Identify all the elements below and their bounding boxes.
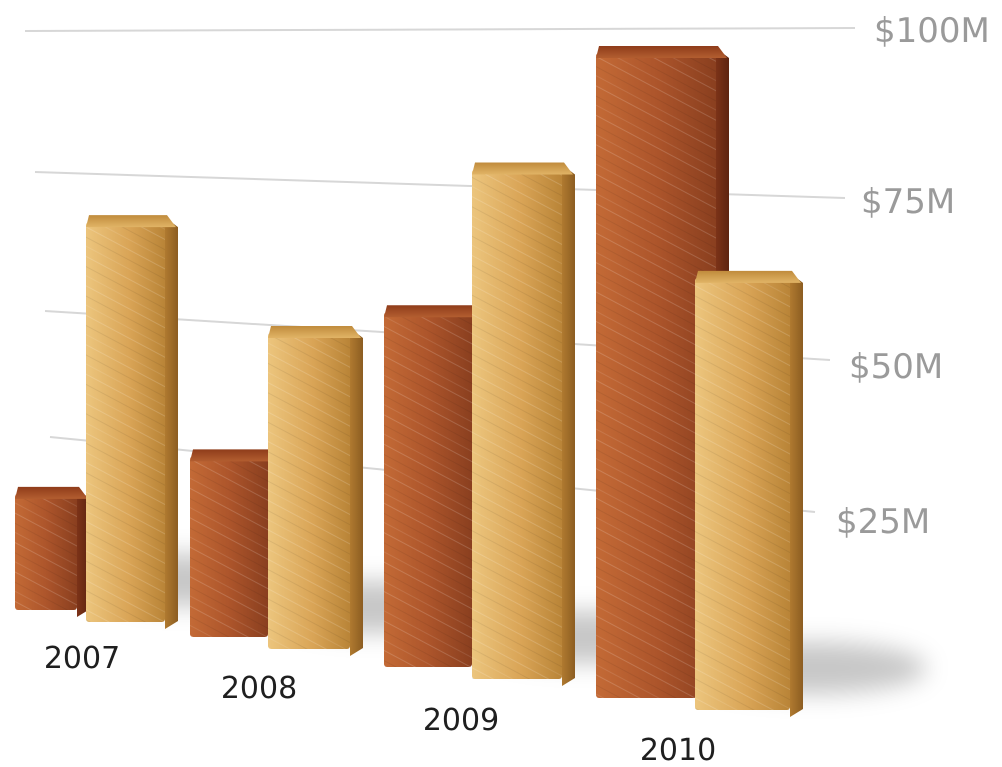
bar-2009-series-2 <box>472 162 575 686</box>
bar-2008-series-1 <box>190 449 281 644</box>
y-tick-label: $75M <box>861 182 955 222</box>
gridline-100 <box>24 27 856 32</box>
y-tick-label: $50M <box>849 347 943 387</box>
bar-2007-series-2 <box>86 215 178 629</box>
bar-2010-series-1 <box>596 46 729 705</box>
bars <box>15 46 803 717</box>
x-axis-category-labels: 2007 2008 2009 2010 <box>44 641 716 767</box>
bar-2010-series-2 <box>695 270 803 717</box>
x-tick-label: 2009 <box>423 703 499 738</box>
y-tick-label: $25M <box>836 502 930 542</box>
bar-2007-series-1 <box>15 486 90 617</box>
bar-2008-series-2 <box>268 325 363 656</box>
y-axis-tick-labels: $25M $50M $75M $100M <box>836 11 990 542</box>
x-tick-label: 2007 <box>44 641 120 676</box>
bar-2009-series-1 <box>384 305 485 674</box>
x-tick-label: 2010 <box>640 733 716 767</box>
x-tick-label: 2008 <box>221 671 297 706</box>
y-tick-label: $100M <box>874 11 990 51</box>
